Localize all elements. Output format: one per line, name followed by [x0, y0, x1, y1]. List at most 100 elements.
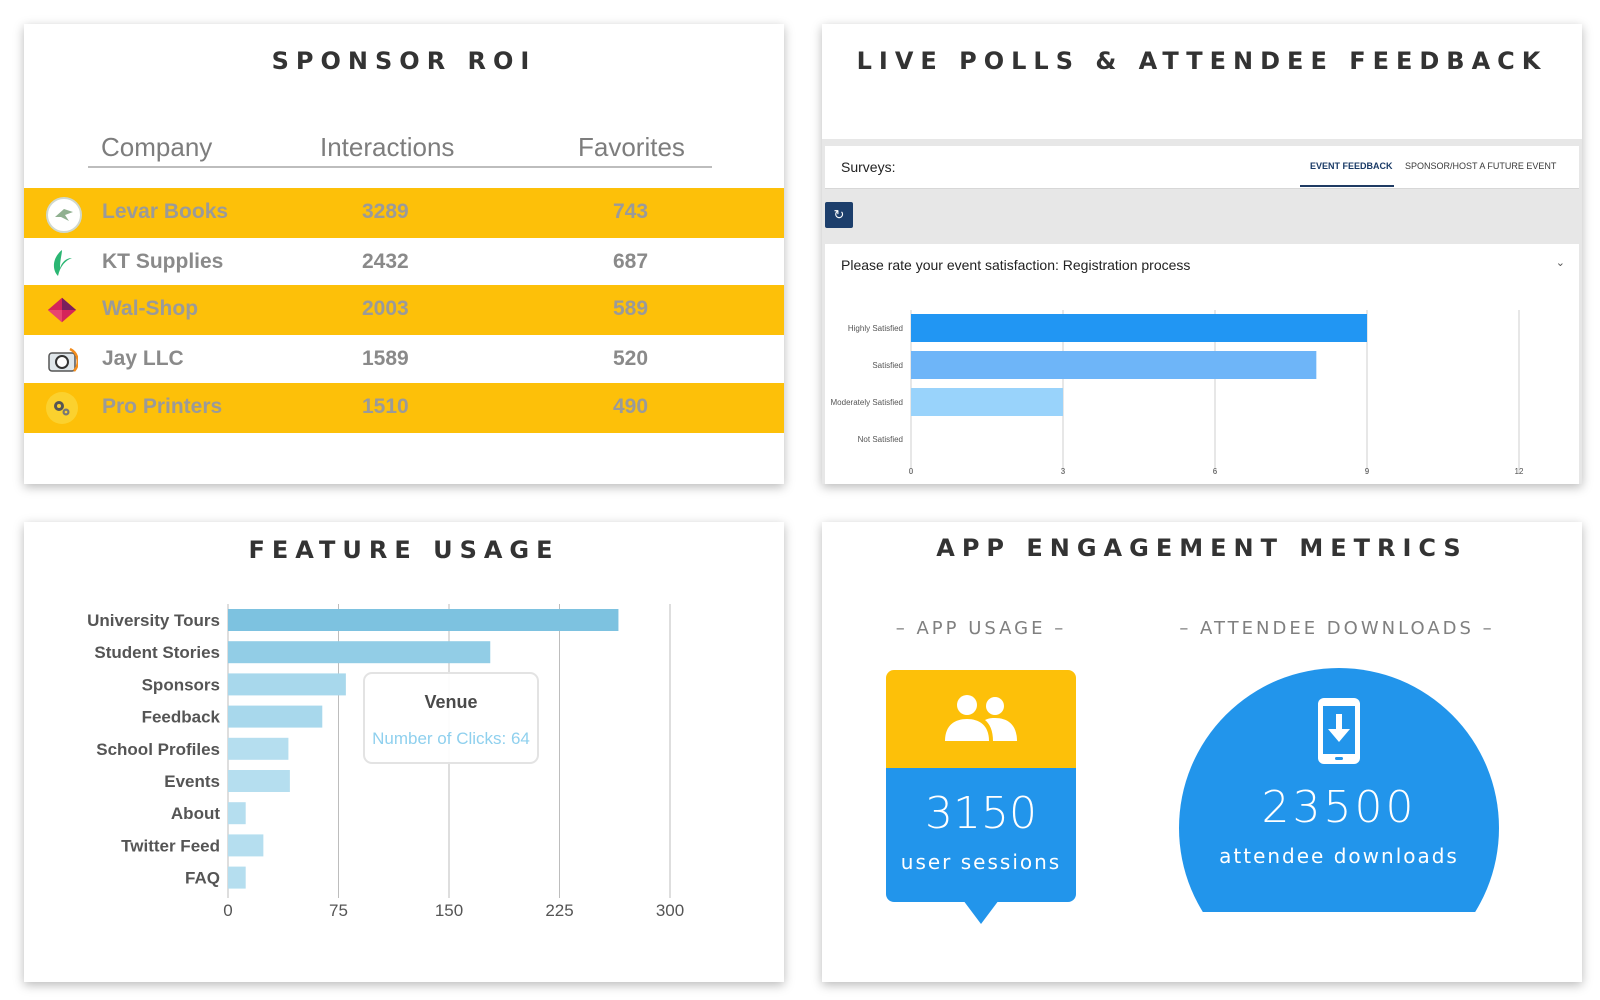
bar: [228, 834, 264, 857]
satisfaction-chart: 0 3 6 9 12 Highly Satisfied Satisfied Moderatel…: [831, 310, 1524, 476]
table-row[interactable]: Levar Books 3289 743: [24, 188, 784, 238]
header-divider: [88, 166, 712, 168]
tooltip-title: Venue: [424, 692, 478, 712]
company-cell: Jay LLC: [102, 347, 184, 370]
favorites-cell: 743: [613, 200, 649, 223]
table-row[interactable]: KT Supplies 2432 687: [24, 238, 784, 288]
gears-logo-icon: [46, 392, 78, 424]
bar: [911, 351, 1317, 379]
favorites-cell: 520: [613, 347, 649, 370]
category-label: Sponsors: [142, 675, 220, 694]
category-label: Events: [164, 772, 220, 791]
interactions-cell: 1510: [362, 395, 409, 418]
category-label: Moderately Satisfied: [831, 398, 903, 407]
category-label: University Tours: [87, 611, 220, 630]
sessions-header: [886, 670, 1076, 768]
favorites-cell: 490: [613, 395, 649, 418]
x-tick-label: 300: [656, 901, 684, 920]
diamond-logo-icon: [46, 294, 78, 326]
interactions-cell: 2432: [362, 250, 409, 273]
table-row[interactable]: Wal-Shop 2003 589: [24, 285, 784, 335]
chart-tooltip: Venue Number of Clicks: 64: [363, 672, 539, 764]
speech-bubble-tail: [963, 900, 999, 924]
category-label: Student Stories: [94, 643, 220, 662]
company-cell: KT Supplies: [102, 250, 224, 273]
bar: [228, 673, 346, 696]
table-row[interactable]: Jay LLC 1589 520: [24, 335, 784, 385]
bar: [228, 609, 619, 631]
tooltip-value: Number of Clicks: 64: [372, 729, 530, 748]
leaf-logo-icon: [46, 247, 78, 279]
surveys-label: Surveys:: [841, 159, 896, 175]
bar: [228, 802, 246, 825]
live-polls-title: LIVE POLLS & ATTENDEE FEEDBACK: [856, 47, 1548, 75]
interactions-cell: 1589: [362, 347, 409, 370]
table-row[interactable]: Pro Printers 1510 490: [24, 383, 784, 433]
poll-panel: Please rate your event satisfaction: Reg…: [825, 244, 1579, 484]
sessions-body: 3150 user sessions: [886, 768, 1076, 902]
x-tick-label: 0: [223, 901, 232, 920]
x-tick-label: 6: [1213, 467, 1218, 476]
category-label: Not Satisfied: [858, 435, 903, 444]
category-label: Feedback: [142, 708, 221, 727]
favorites-cell: 589: [613, 297, 649, 320]
bar: [228, 737, 289, 760]
live-polls-card: LIVE POLLS & ATTENDEE FEEDBACK Surveys: …: [822, 24, 1582, 484]
refresh-button[interactable]: ↻: [825, 202, 853, 228]
bar: [228, 866, 246, 889]
bar: [228, 705, 323, 728]
feature-usage-chart: 0 75 150 225 300 University Tours Student Stor…: [87, 604, 684, 920]
bar: [911, 314, 1367, 342]
category-label: School Profiles: [96, 740, 220, 759]
sessions-label: user sessions: [900, 850, 1062, 874]
category-label: Twitter Feed: [121, 836, 220, 855]
refresh-icon: ↻: [833, 207, 845, 222]
header-interactions: Interactions: [320, 132, 455, 162]
x-tick-label: 9: [1365, 467, 1370, 476]
x-tick-label: 75: [329, 901, 348, 920]
poll-question-select[interactable]: Please rate your event satisfaction: Reg…: [841, 257, 1191, 273]
bar: [911, 388, 1063, 416]
downloads-value: 23500: [1261, 782, 1417, 833]
x-tick-label: 12: [1515, 467, 1524, 476]
app-usage-label: – APP USAGE –: [895, 618, 1067, 639]
x-tick-label: 3: [1061, 467, 1066, 476]
category-label: Highly Satisfied: [848, 324, 903, 333]
bar: [228, 641, 491, 664]
mobile-download-icon: [1318, 698, 1360, 764]
active-tab-indicator: [1300, 185, 1394, 187]
downloads-badge: 23500 attendee downloads: [1179, 668, 1499, 912]
header-company: Company: [101, 132, 213, 162]
user-sessions-box: 3150 user sessions: [886, 670, 1076, 902]
favorites-cell: 687: [613, 250, 649, 273]
sponsor-roi-card: SPONSOR ROI Company Interactions Favorit…: [24, 24, 784, 484]
tab-sponsor-host-future-event[interactable]: SPONSOR/HOST A FUTURE EVENT: [1405, 161, 1557, 171]
camera-logo-icon: [46, 344, 78, 376]
downloads-text: attendee downloads: [1219, 844, 1459, 868]
bar: [228, 770, 290, 792]
chevron-down-icon[interactable]: ⌄: [1555, 257, 1565, 269]
x-tick-label: 0: [909, 467, 914, 476]
feature-usage-title: FEATURE USAGE: [248, 536, 560, 564]
sponsor-roi-title: SPONSOR ROI: [271, 47, 537, 75]
surveys-bar: Surveys: EVENT FEEDBACK SPONSOR/HOST A F…: [825, 146, 1579, 189]
interactions-cell: 2003: [362, 297, 409, 320]
company-cell: Levar Books: [102, 200, 229, 223]
category-label: Satisfied: [872, 361, 903, 370]
interactions-cell: 3289: [362, 200, 409, 223]
x-tick-label: 150: [435, 901, 463, 920]
category-label: FAQ: [185, 869, 220, 888]
attendee-downloads-label: – ATTENDEE DOWNLOADS –: [1179, 618, 1495, 639]
feature-usage-card: FEATURE USAGE 0 75 150 225 300 University Tou…: [24, 522, 784, 982]
header-favorites: Favorites: [578, 132, 685, 162]
company-cell: Pro Printers: [102, 395, 223, 418]
x-tick-label: 225: [545, 901, 573, 920]
sessions-value: 3150: [925, 788, 1037, 839]
company-cell: Wal-Shop: [102, 297, 199, 320]
users-icon: [945, 695, 1017, 741]
app-engagement-title: APP ENGAGEMENT METRICS: [936, 534, 1468, 562]
category-label: About: [171, 804, 220, 823]
app-engagement-card: APP ENGAGEMENT METRICS – APP USAGE – – A…: [822, 522, 1582, 982]
tab-event-feedback[interactable]: EVENT FEEDBACK: [1310, 161, 1393, 171]
bird-logo-icon: [46, 197, 82, 233]
